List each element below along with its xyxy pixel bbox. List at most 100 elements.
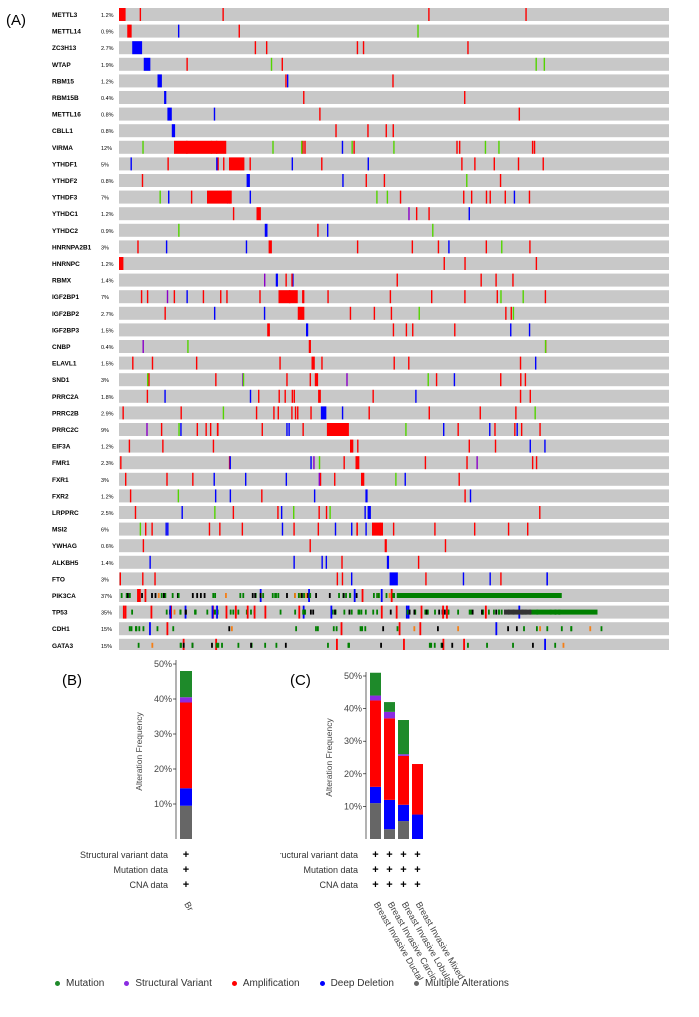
alteration-mark [428,8,430,21]
row-mark: + [400,879,406,891]
mutation-mark [128,626,131,632]
gene-track [119,539,669,553]
alteration-mark [356,41,359,55]
alteration-mark [309,373,312,387]
alteration-mark [392,522,395,536]
alteration-mark [321,157,323,171]
alteration-mark [395,472,397,486]
alteration-mark [249,190,252,204]
mutation-mark [191,642,194,648]
alteration-mark [151,522,153,536]
alteration-mark [302,140,304,154]
alteration-mark [285,273,287,287]
gene-label: ZC3H13 [52,45,77,52]
mutation-mark [162,593,165,598]
mutation-block [504,609,532,615]
alteration-mark [286,373,288,387]
gene-percent: 1.5% [101,362,114,368]
bar-segment [370,672,381,696]
bar-segment [370,786,381,804]
alteration-mark [285,472,288,486]
mutation-mark [388,593,391,598]
alteration-block [119,257,124,270]
alteration-mark [494,439,497,453]
gene-track [119,257,669,270]
mutation-mark [214,593,217,598]
alteration-mark [435,373,438,387]
alteration-mark [226,290,228,304]
gene-track [119,157,669,171]
alteration-mark [527,522,529,536]
alteration-mark [507,522,510,536]
mutation-mark [239,593,242,598]
gene-percent: 0.9% [101,229,114,235]
mutation-mark [486,642,488,648]
mutation-mark [309,609,312,615]
alteration-mark [302,290,304,304]
alteration-mark [432,223,434,237]
alteration-mark [213,107,216,121]
panel-label-a: (A) [6,12,26,29]
mutation-mark [484,605,487,619]
alteration-mark [404,472,406,486]
mutation-mark [232,609,235,615]
gene-percent: 1.4% [101,561,114,567]
alteration-mark [186,57,188,71]
alteration-mark [437,240,440,254]
alteration-mark [535,57,537,71]
bar-segment [370,695,381,701]
alteration-mark [166,472,168,486]
alteration-mark [215,373,217,387]
alteration-mark [258,389,260,403]
gene-label: IGF2BP1 [52,294,79,301]
alteration-mark [417,555,420,569]
mutation-mark [403,638,405,650]
alteration-mark [546,572,548,586]
alteration-mark [365,522,367,536]
gene-label: IGF2BP3 [52,327,79,334]
mutation-block [531,609,598,615]
alteration-mark [496,290,498,304]
gene-label: CBLL1 [52,128,73,135]
alteration-mark [265,41,268,55]
mutation-mark [389,609,392,615]
alteration-mark [137,240,139,254]
alteration-block [389,572,398,586]
mutation-mark [214,609,216,615]
mutation-mark [242,593,245,598]
gene-track [119,24,669,38]
mutation-mark [570,626,573,632]
gene-label: PRRC2A [52,394,79,401]
mutation-mark [144,589,147,602]
alteration-block [246,174,250,187]
alteration-mark [334,522,337,536]
alteration-mark [484,140,487,154]
mutation-mark [395,605,398,619]
alteration-mark [368,406,370,420]
gene-percent: 0.9% [101,30,114,36]
alteration-mark [281,57,283,71]
mutation-mark [279,609,282,615]
alteration-mark [479,406,481,420]
mutation-mark [589,626,592,632]
mutation-mark [125,593,128,598]
alteration-mark [443,423,445,436]
mutation-mark [309,593,312,598]
alteration-mark [356,522,358,536]
row-mark: + [414,864,420,876]
mutation-mark [554,642,557,648]
mutation-mark [237,642,240,648]
bar-segment [384,718,395,800]
alteration-mark [313,456,315,470]
gene-percent: 1.2% [101,445,114,451]
alteration-mark [148,373,150,387]
alteration-mark [415,389,417,403]
alteration-mark [219,522,221,536]
alteration-mark [343,456,345,470]
gene-label: RBM15B [52,95,79,102]
alteration-mark [119,572,121,586]
alteration-mark [405,323,408,337]
bar-segment [384,799,395,830]
mutation-mark [419,622,422,636]
y-tick-label: 50% [344,671,362,681]
